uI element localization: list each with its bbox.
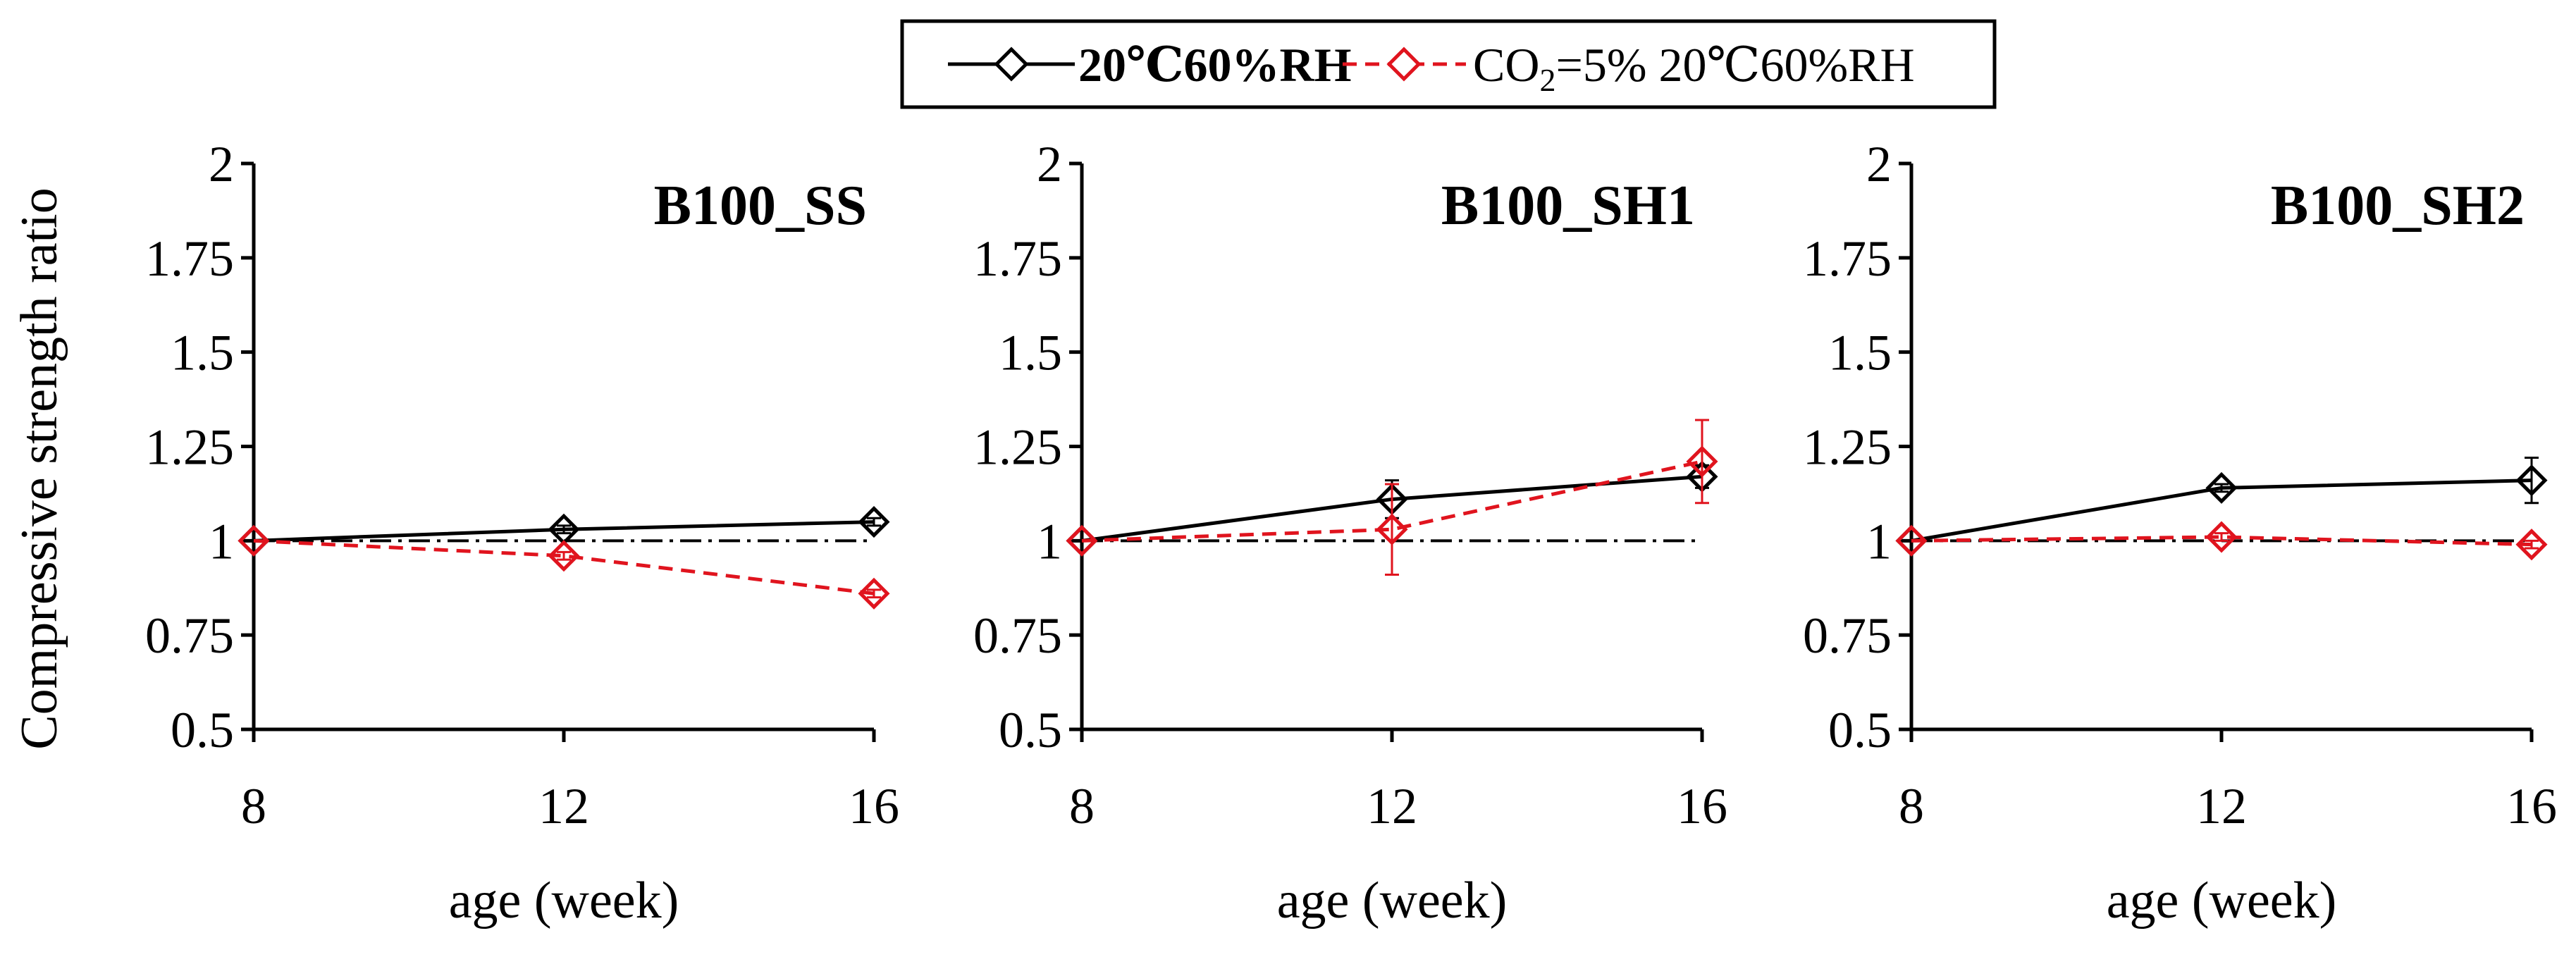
x-tick-label: 8: [1899, 778, 1924, 834]
data-point: [1066, 524, 1098, 557]
legend: 20℃60%RH CO2=5% 20℃60%RH: [900, 19, 1997, 109]
data-point: [238, 524, 270, 557]
y-tick-label: 1.25: [145, 419, 234, 476]
data-point: [548, 513, 580, 545]
data-point: [2205, 521, 2238, 553]
x-axis-label: age (week): [449, 872, 679, 930]
legend-frame: [900, 19, 1997, 109]
x-tick-label: 12: [1367, 778, 1417, 834]
series-line-2: [253, 538, 875, 595]
y-tick-label: 1: [209, 513, 234, 569]
y-tick-label: 1.75: [973, 230, 1062, 287]
data-point: [1686, 445, 1718, 478]
x-tick-label: 16: [2506, 778, 2557, 834]
y-axis-label: Compressive strength ratio: [11, 187, 68, 749]
y-tick-label: 0.75: [973, 607, 1062, 664]
y-tick-label: 1.5: [171, 325, 234, 381]
legend-label-red-co: CO: [1473, 38, 1539, 92]
y-tick-label: 1.75: [1803, 230, 1892, 287]
data-point: [858, 506, 890, 538]
panel-3: 0.5 0.75 1 1.25 1.5 1.75 2 8 12 16 age (week) B100_…: [1803, 136, 2557, 930]
y-tick-label: 1.75: [145, 230, 234, 287]
y-tick-label: 1: [1866, 513, 1892, 569]
data-point: [1895, 524, 1928, 557]
data-point: [2515, 529, 2548, 561]
y-tick-label: 2: [1866, 136, 1892, 192]
panel-title: B100_SH2: [2271, 175, 2525, 237]
y-tick-label: 0.75: [1803, 607, 1892, 664]
data-point: [2205, 471, 2238, 504]
y-tick-label: 0.75: [145, 607, 234, 664]
panel-2: 0.5 0.75 1 1.25 1.5 1.75 2 8 12 16 age (week) B100_…: [973, 136, 1727, 930]
data-point: [858, 577, 890, 610]
x-tick-label: 16: [1677, 778, 1727, 834]
y-tick-label: 1.25: [973, 419, 1062, 476]
y-tick-label: 0.5: [999, 702, 1062, 758]
x-tick-label: 12: [538, 778, 589, 834]
y-tick-label: 2: [209, 136, 234, 192]
y-tick-label: 1: [1037, 513, 1062, 569]
legend-label-red: CO2=5% 20℃60%RH: [1473, 38, 1915, 98]
y-tick-label: 1.25: [1803, 419, 1892, 476]
data-point: [1376, 513, 1408, 545]
panel-title: B100_SH1: [1441, 175, 1695, 237]
data-point: [2515, 464, 2548, 497]
legend-marker-black: [994, 47, 1029, 82]
data-point: [548, 540, 580, 572]
y-tick-label: 1.5: [1828, 325, 1892, 381]
legend-label-black: 20℃60%RH: [1078, 38, 1351, 92]
x-tick-label: 8: [241, 778, 266, 834]
y-tick-label: 1.5: [999, 325, 1062, 381]
x-axis-label: age (week): [1277, 872, 1508, 930]
y-tick-label: 0.5: [1828, 702, 1892, 758]
legend-label-red-rest: =5% 20℃60%RH: [1555, 38, 1914, 92]
x-tick-label: 12: [2196, 778, 2247, 834]
y-tick-label: 2: [1037, 136, 1062, 192]
x-tick-label: 16: [849, 778, 899, 834]
series-line-2: [1911, 535, 2532, 547]
series-line-2: [1081, 459, 1703, 543]
legend-marker-red: [1386, 47, 1422, 82]
panel-title: B100_SS: [654, 175, 867, 237]
x-tick-label: 8: [1069, 778, 1095, 834]
x-axis-label: age (week): [2107, 872, 2337, 930]
legend-label-red-sub: 2: [1539, 62, 1555, 98]
y-tick-label: 0.5: [171, 702, 234, 758]
panel-1: 0.5 0.75 1 1.25 1.5 1.75 2 8 12 16 age (week) B100_…: [145, 136, 899, 930]
